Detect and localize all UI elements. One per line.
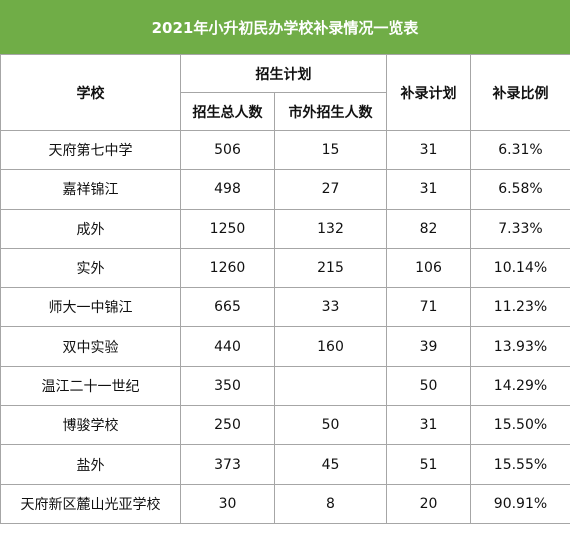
cell-plan: 39 bbox=[386, 326, 471, 367]
cell-school: 师大一中锦江 bbox=[0, 287, 181, 328]
cell-school: 温江二十一世纪 bbox=[0, 365, 181, 407]
cell-school: 天府第七中学 bbox=[0, 129, 181, 171]
table-row: 师大一中锦江 665 33 71 11.23% bbox=[0, 287, 570, 328]
cell-plan: 50 bbox=[386, 365, 471, 407]
cell-outside: 50 bbox=[274, 405, 387, 446]
cell-total: 665 bbox=[180, 287, 275, 328]
cell-outside: 160 bbox=[274, 326, 387, 367]
header-school: 学校 bbox=[0, 54, 181, 131]
cell-plan: 31 bbox=[386, 169, 471, 210]
cell-total: 506 bbox=[180, 129, 275, 171]
table-row: 天府新区麓山光亚学校 30 8 20 90.91% bbox=[0, 483, 570, 524]
cell-outside: 45 bbox=[274, 444, 387, 485]
table-title: 2021年小升初民办学校补录情况一览表 bbox=[0, 0, 570, 54]
cell-outside: 132 bbox=[274, 208, 387, 249]
cell-total: 1250 bbox=[180, 208, 275, 249]
cell-plan: 31 bbox=[386, 129, 471, 171]
cell-ratio: 15.50% bbox=[470, 405, 570, 446]
cell-school: 盐外 bbox=[0, 444, 181, 485]
cell-plan: 31 bbox=[386, 405, 471, 446]
cell-school: 嘉祥锦江 bbox=[0, 169, 181, 210]
cell-plan: 106 bbox=[386, 247, 471, 289]
table-row: 天府第七中学 506 15 31 6.31% bbox=[0, 129, 570, 171]
header-supplement-ratio: 补录比例 bbox=[470, 54, 570, 131]
supplement-table: 学校 招生计划 补录计划 补录比例 招生总人数 市外招生人数 天府第七中学 50… bbox=[0, 54, 570, 524]
cell-ratio: 11.23% bbox=[470, 287, 570, 328]
cell-school: 实外 bbox=[0, 247, 181, 289]
cell-ratio: 15.55% bbox=[470, 444, 570, 485]
cell-ratio: 10.14% bbox=[470, 247, 570, 289]
cell-total: 498 bbox=[180, 169, 275, 210]
cell-outside: 27 bbox=[274, 169, 387, 210]
cell-outside: 215 bbox=[274, 247, 387, 289]
cell-total: 440 bbox=[180, 326, 275, 367]
cell-total: 350 bbox=[180, 365, 275, 407]
cell-ratio: 6.31% bbox=[470, 129, 570, 171]
table-row: 博骏学校 250 50 31 15.50% bbox=[0, 405, 570, 446]
table-row: 嘉祥锦江 498 27 31 6.58% bbox=[0, 169, 570, 210]
header-enroll-plan: 招生计划 bbox=[180, 54, 387, 93]
cell-outside: 15 bbox=[274, 129, 387, 171]
cell-school: 成外 bbox=[0, 208, 181, 249]
cell-school: 博骏学校 bbox=[0, 405, 181, 446]
cell-ratio: 90.91% bbox=[470, 483, 570, 524]
cell-plan: 20 bbox=[386, 483, 471, 524]
cell-outside: 33 bbox=[274, 287, 387, 328]
cell-ratio: 6.58% bbox=[470, 169, 570, 210]
header-supplement-plan: 补录计划 bbox=[386, 54, 471, 131]
cell-ratio: 7.33% bbox=[470, 208, 570, 249]
table-row: 双中实验 440 160 39 13.93% bbox=[0, 326, 570, 367]
table-row: 实外 1260 215 106 10.14% bbox=[0, 247, 570, 289]
table-row: 成外 1250 132 82 7.33% bbox=[0, 208, 570, 249]
cell-plan: 51 bbox=[386, 444, 471, 485]
table-row: 盐外 373 45 51 15.55% bbox=[0, 444, 570, 485]
header-total: 招生总人数 bbox=[180, 92, 275, 131]
cell-total: 373 bbox=[180, 444, 275, 485]
cell-outside bbox=[274, 365, 387, 407]
header-outside: 市外招生人数 bbox=[274, 92, 387, 131]
table-row: 温江二十一世纪 350 50 14.29% bbox=[0, 365, 570, 407]
cell-school: 双中实验 bbox=[0, 326, 181, 367]
cell-total: 1260 bbox=[180, 247, 275, 289]
cell-total: 30 bbox=[180, 483, 275, 524]
cell-total: 250 bbox=[180, 405, 275, 446]
cell-plan: 71 bbox=[386, 287, 471, 328]
cell-school: 天府新区麓山光亚学校 bbox=[0, 483, 181, 524]
cell-outside: 8 bbox=[274, 483, 387, 524]
cell-ratio: 14.29% bbox=[470, 365, 570, 407]
cell-plan: 82 bbox=[386, 208, 471, 249]
cell-ratio: 13.93% bbox=[470, 326, 570, 367]
